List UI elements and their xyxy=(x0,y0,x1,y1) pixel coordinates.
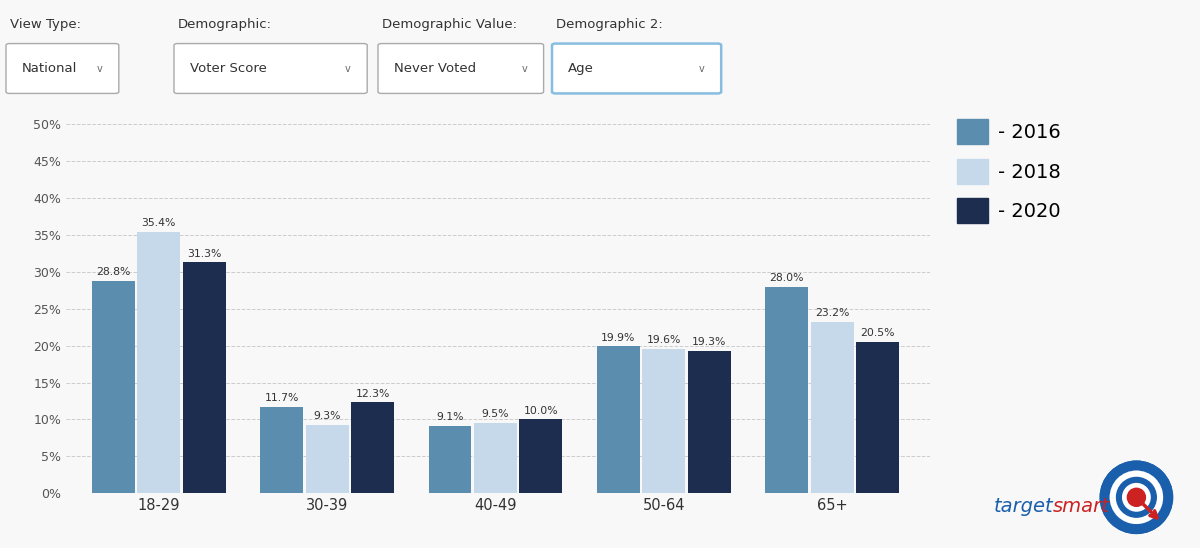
Text: 23.2%: 23.2% xyxy=(815,309,850,318)
Circle shape xyxy=(1116,477,1157,517)
Bar xyxy=(520,419,563,493)
Text: 11.7%: 11.7% xyxy=(264,393,299,403)
Text: v: v xyxy=(346,64,350,73)
Text: Voter Score: Voter Score xyxy=(190,62,266,75)
Text: View Type:: View Type: xyxy=(10,18,80,31)
Text: Never Voted: Never Voted xyxy=(394,62,475,75)
Circle shape xyxy=(1110,471,1163,523)
Circle shape xyxy=(1123,483,1150,511)
Text: 9.3%: 9.3% xyxy=(313,411,341,421)
Bar xyxy=(688,351,731,493)
Text: 28.0%: 28.0% xyxy=(769,273,804,283)
Text: 35.4%: 35.4% xyxy=(142,218,176,229)
Bar xyxy=(182,262,226,493)
Bar xyxy=(91,281,134,493)
Text: Age: Age xyxy=(568,62,594,75)
Text: v: v xyxy=(522,64,527,73)
Circle shape xyxy=(1110,471,1163,523)
Text: v: v xyxy=(97,64,102,73)
Bar xyxy=(137,232,180,493)
Text: 19.9%: 19.9% xyxy=(601,333,636,342)
Text: smart: smart xyxy=(1052,498,1109,516)
Text: Demographic Value:: Demographic Value: xyxy=(382,18,517,31)
Bar xyxy=(857,342,899,493)
Bar xyxy=(428,426,472,493)
Bar xyxy=(596,346,640,493)
Circle shape xyxy=(1127,488,1146,506)
Text: 19.6%: 19.6% xyxy=(647,335,682,345)
Bar xyxy=(642,349,685,493)
Bar xyxy=(474,423,517,493)
Text: v: v xyxy=(700,64,704,73)
Text: target: target xyxy=(994,498,1054,516)
Text: 9.1%: 9.1% xyxy=(437,413,463,423)
Bar xyxy=(811,322,853,493)
Text: 9.5%: 9.5% xyxy=(481,409,509,419)
Bar xyxy=(306,425,348,493)
Circle shape xyxy=(1100,461,1172,533)
Text: National: National xyxy=(22,62,77,75)
Circle shape xyxy=(1123,483,1150,511)
Bar xyxy=(352,402,394,493)
Text: 10.0%: 10.0% xyxy=(523,406,558,416)
Text: 12.3%: 12.3% xyxy=(355,389,390,399)
Text: Demographic 2:: Demographic 2: xyxy=(556,18,662,31)
Bar xyxy=(260,407,304,493)
Text: 28.8%: 28.8% xyxy=(96,267,131,277)
Text: Demographic:: Demographic: xyxy=(178,18,271,31)
Text: 20.5%: 20.5% xyxy=(860,328,895,338)
Bar xyxy=(766,287,809,493)
Circle shape xyxy=(1110,471,1163,523)
Text: 31.3%: 31.3% xyxy=(187,249,221,259)
Legend: - 2016, - 2018, - 2020: - 2016, - 2018, - 2020 xyxy=(958,119,1061,224)
Circle shape xyxy=(1116,477,1157,517)
Circle shape xyxy=(1100,461,1172,533)
Text: 19.3%: 19.3% xyxy=(692,337,726,347)
